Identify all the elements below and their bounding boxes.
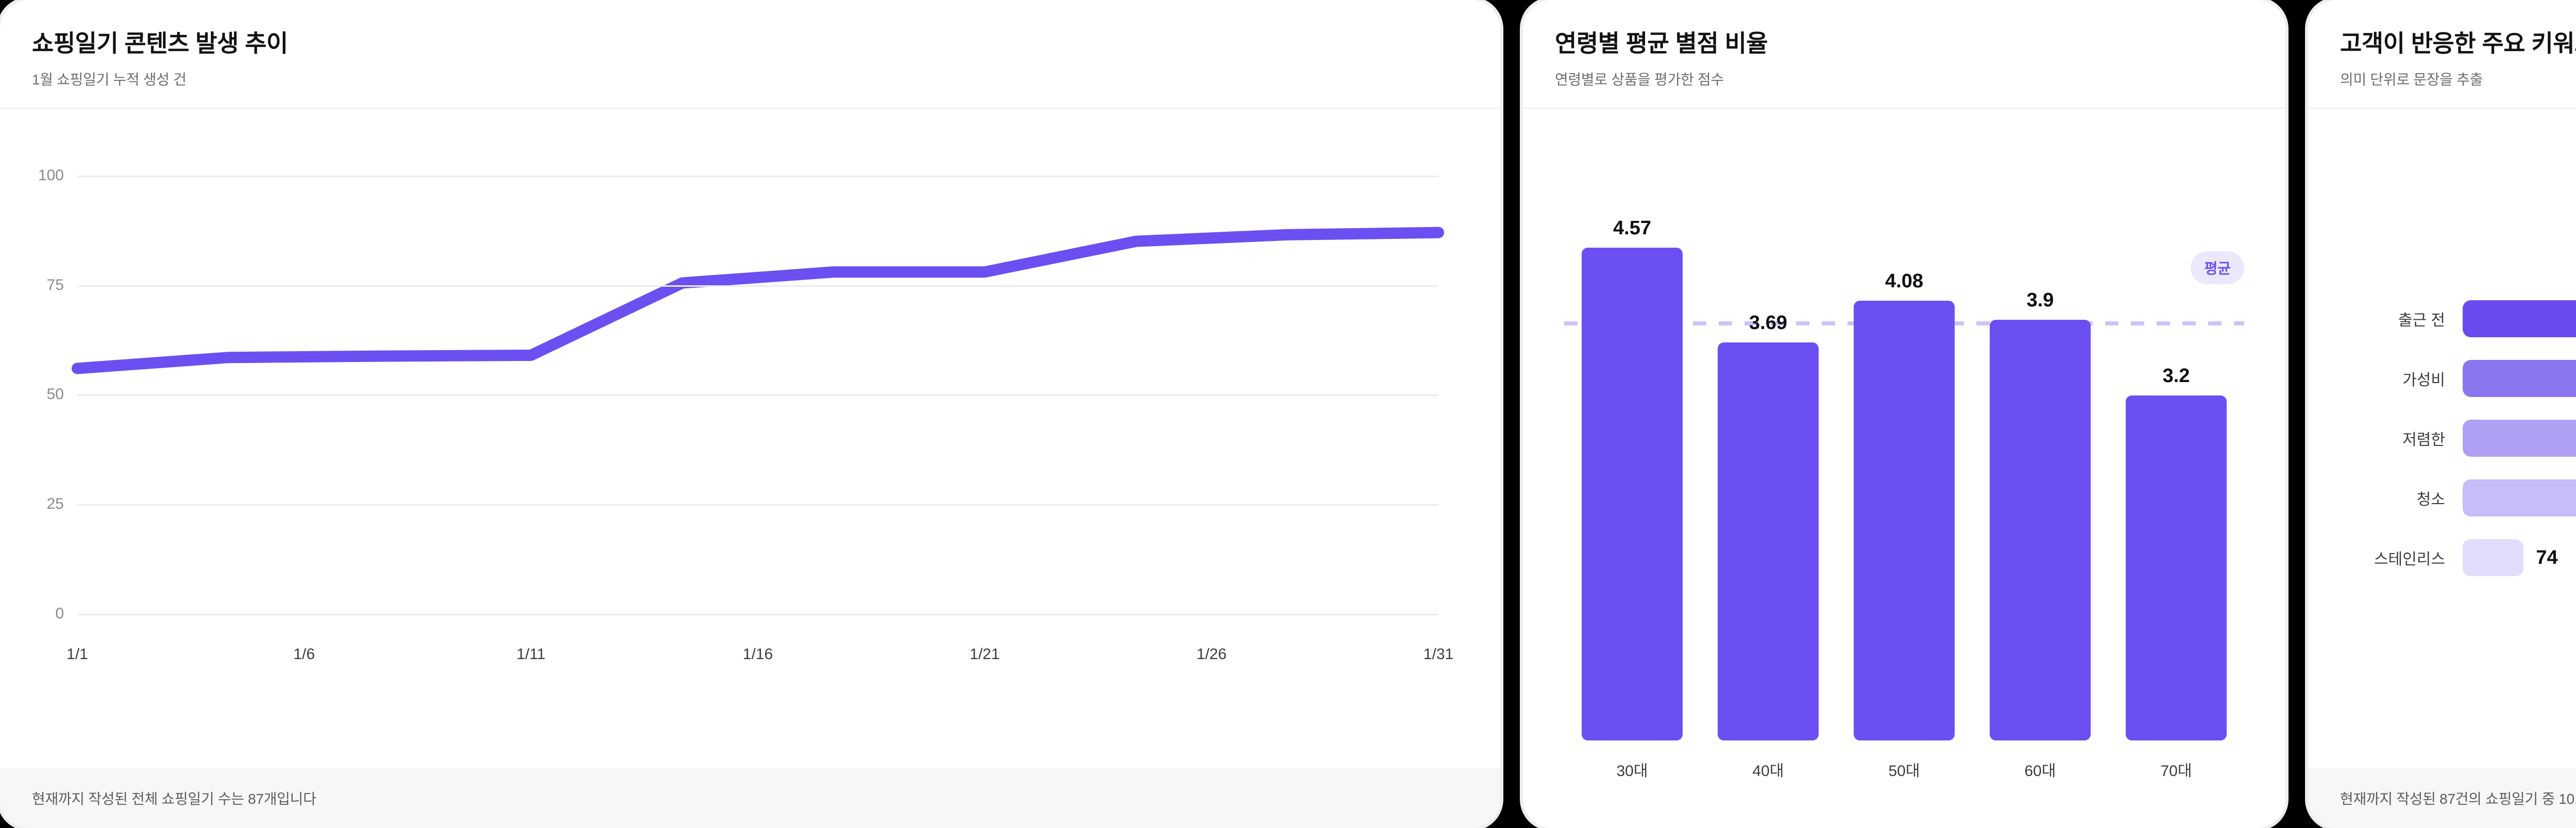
gridline xyxy=(77,394,1438,396)
card-header-trend: 쇼핑일기 콘텐츠 발생 추이 1월 쇼핑일기 누적 생성 건 xyxy=(0,0,1500,109)
card-footer-trend: 현재까지 작성된 전체 쇼핑일기 수는 87개입니다 xyxy=(0,768,1500,828)
card-shopping-diary-trend: 쇼핑일기 콘텐츠 발생 추이 1월 쇼핑일기 누적 생성 건 0 25 50 75 10… xyxy=(0,0,1500,828)
footer-text-keywords: 현재까지 작성된 87건의 쇼핑일기 중 10,482건의 문장을 분석했습니다 xyxy=(2340,791,2576,807)
card-body-rating: 평균 4.57 30대 3.69 40대 4.08 50대 3.9 60대 3.2 70대 xyxy=(1523,109,2285,828)
keyword-bar-track: 281 xyxy=(2463,412,2576,464)
card-subtitle-rating: 연령별로 상품을 평가한 점수 xyxy=(1555,71,1724,88)
bar-chart-column[interactable]: 3.9 60대 xyxy=(1990,201,2091,780)
page-title-keywords: 고객이 반응한 주요 키워드 xyxy=(2340,30,2576,57)
bar-rect[interactable] xyxy=(1582,247,1683,740)
keyword-row[interactable]: 저렴한 281 xyxy=(2344,412,2576,464)
page-title-trend: 쇼핑일기 콘텐츠 발생 추이 xyxy=(32,30,288,57)
bar-category-label: 50대 xyxy=(1888,763,1920,780)
line-chart-plot-area: 0 25 50 75 100 1/1 1/6 1/11 1/16 1/21 1/26 1/31 xyxy=(38,167,1453,663)
bar-value-label: 4.57 xyxy=(1613,217,1651,239)
bar-category-label: 40대 xyxy=(1752,763,1784,780)
line-chart-series-path xyxy=(77,176,1438,614)
gridline xyxy=(77,614,1438,615)
keyword-row[interactable]: 가성비 364 xyxy=(2344,353,2576,404)
line-chart: 0 25 50 75 100 1/1 1/6 1/11 1/16 1/21 1/26 1/31 xyxy=(0,109,1500,768)
gridline xyxy=(77,285,1438,287)
x-axis-tick-label: 1/11 xyxy=(516,646,546,663)
bar-chart-plot-area: 평균 4.57 30대 3.69 40대 4.08 50대 3.9 60대 3.2 70대 xyxy=(1564,201,2244,780)
keyword-bar-track: 74 xyxy=(2463,532,2576,583)
keyword-bar[interactable] xyxy=(2463,300,2576,338)
x-axis-tick-label: 1/26 xyxy=(1196,646,1227,663)
bar-chart-column[interactable]: 4.08 50대 xyxy=(1854,201,1955,780)
bar-category-label: 70대 xyxy=(2160,763,2192,780)
x-axis-tick-label: 1/1 xyxy=(66,646,88,663)
keyword-bar-track: 364 xyxy=(2463,353,2576,404)
card-subtitle-keywords: 의미 단위로 문장을 추출 xyxy=(2340,71,2483,88)
keyword-bar-track: 195 xyxy=(2463,472,2576,524)
bar-category-label: 30대 xyxy=(1616,763,1648,780)
keyword-row[interactable]: 스테인리스 74 xyxy=(2344,532,2576,583)
keyword-row[interactable]: 출근 전 692 xyxy=(2344,293,2576,344)
card-separator-1 xyxy=(1500,0,1523,828)
bar-rect[interactable] xyxy=(1854,300,1955,740)
keyword-bar[interactable] xyxy=(2463,479,2576,517)
average-badge: 평균 xyxy=(2191,251,2244,284)
keyword-value-label: 74 xyxy=(2536,546,2558,568)
y-axis-tick-label: 75 xyxy=(46,276,64,294)
keyword-label: 출근 전 xyxy=(2398,312,2445,330)
footer-text-trend: 현재까지 작성된 전체 쇼핑일기 수는 87개입니다 xyxy=(32,791,316,807)
keyword-bar[interactable] xyxy=(2463,360,2576,398)
keyword-bar[interactable] xyxy=(2463,539,2524,577)
keyword-label: 가성비 xyxy=(2402,372,2445,389)
card-header-keywords: 고객이 반응한 주요 키워드 의미 단위로 문장을 추출 xyxy=(2308,0,2576,109)
keyword-bar-chart: 출근 전 692 가성비 364 저렴한 281 청소 195 스테인리스 74 xyxy=(2308,109,2576,768)
x-axis-tick-label: 1/31 xyxy=(1423,646,1454,663)
page-title-rating: 연령별 평균 별점 비율 xyxy=(1555,30,1768,57)
bar-chart-column[interactable]: 4.57 30대 xyxy=(1582,201,1683,780)
keyword-row[interactable]: 청소 195 xyxy=(2344,472,2576,524)
bar-chart-column[interactable]: 3.69 40대 xyxy=(1718,201,1819,780)
bar-rect[interactable] xyxy=(1718,342,1819,740)
keyword-bar-track: 692 xyxy=(2463,293,2576,344)
bar-rect[interactable] xyxy=(2126,395,2227,740)
card-footer-keywords: 현재까지 작성된 87건의 쇼핑일기 중 10,482건의 문장을 분석했습니다 xyxy=(2308,768,2576,828)
x-axis-tick-label: 1/6 xyxy=(293,646,315,663)
bar-value-label: 4.08 xyxy=(1885,270,1923,292)
card-header-rating: 연령별 평균 별점 비율 연령별로 상품을 평가한 점수 xyxy=(1523,0,2285,109)
keyword-bar[interactable] xyxy=(2463,420,2576,457)
x-axis-tick-label: 1/16 xyxy=(742,646,773,663)
y-axis-tick-label: 50 xyxy=(46,386,64,403)
y-axis-tick-label: 100 xyxy=(38,166,64,184)
keyword-label: 스테인리스 xyxy=(2374,551,2445,568)
x-axis-tick-label: 1/21 xyxy=(970,646,1000,663)
gridline xyxy=(77,504,1438,506)
bar-chart: 평균 4.57 30대 3.69 40대 4.08 50대 3.9 60대 3.2 70대 xyxy=(1523,109,2285,828)
card-subtitle-trend: 1월 쇼핑일기 누적 생성 건 xyxy=(32,71,187,88)
gridline xyxy=(77,175,1438,177)
bar-value-label: 3.9 xyxy=(2026,289,2054,312)
bar-value-label: 3.69 xyxy=(1749,312,1787,334)
card-body-keywords: 출근 전 692 가성비 364 저렴한 281 청소 195 스테인리스 74 xyxy=(2308,109,2576,768)
bar-category-label: 60대 xyxy=(2024,763,2056,780)
card-separator-2 xyxy=(2285,0,2308,828)
y-axis-tick-label: 25 xyxy=(46,495,64,513)
card-body-trend: 0 25 50 75 100 1/1 1/6 1/11 1/16 1/21 1/26 1/31 xyxy=(0,109,1500,768)
keyword-label: 저렴한 xyxy=(2402,432,2445,449)
card-keywords: 고객이 반응한 주요 키워드 의미 단위로 문장을 추출 출근 전 692 가성비 3… xyxy=(2308,0,2576,828)
bar-value-label: 3.2 xyxy=(2162,365,2190,387)
bar-chart-column[interactable]: 3.2 70대 xyxy=(2126,201,2227,780)
keyword-label: 청소 xyxy=(2416,491,2445,509)
card-age-rating: 연령별 평균 별점 비율 연령별로 상품을 평가한 점수 평균 4.57 30대 3… xyxy=(1523,0,2285,828)
y-axis-tick-label: 0 xyxy=(55,605,64,622)
bar-rect[interactable] xyxy=(1990,320,2091,740)
